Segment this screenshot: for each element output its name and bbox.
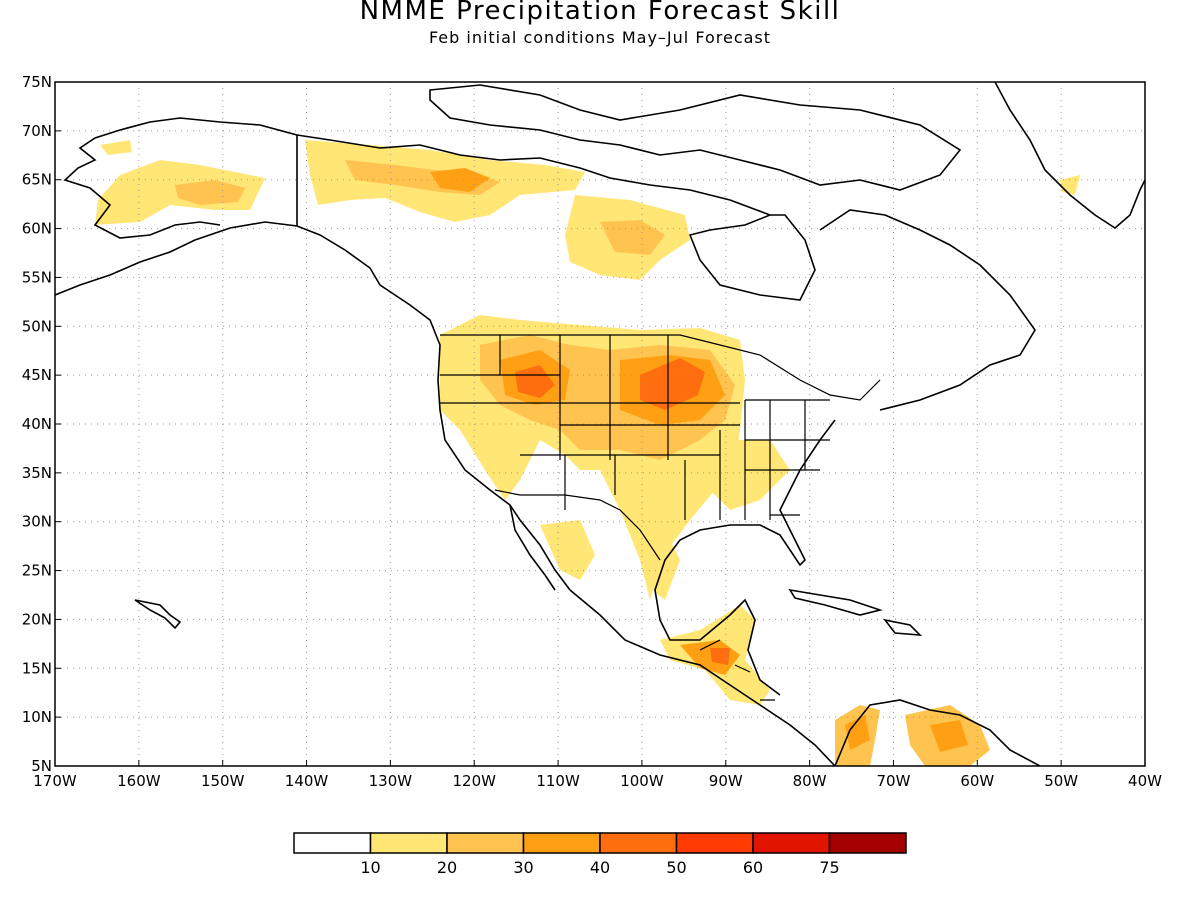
colorbar-swatch	[446, 832, 525, 854]
colorbar-label: 10	[360, 858, 380, 877]
shade-alaska-north	[100, 140, 132, 155]
colorbar-label: 40	[590, 858, 610, 877]
colorbar-swatch	[752, 832, 831, 854]
shade-alaska-core	[175, 180, 245, 205]
lon-tick-label: 170W	[33, 772, 77, 790]
lon-tick-label: 80W	[793, 772, 827, 790]
coast-us-west	[379, 284, 571, 591]
shade-central-america-peak	[710, 648, 730, 665]
lat-tick-label: 35N	[22, 464, 52, 482]
lat-tick-label: 65N	[22, 171, 52, 189]
colorbar: 10 20 30 40 50 60 75	[293, 832, 907, 877]
colorbar-swatch	[369, 832, 448, 854]
colorbar-label: 30	[513, 858, 533, 877]
shade-hudson-core	[600, 220, 665, 255]
skill-shading	[95, 140, 1080, 766]
shade-venezuela-core	[930, 720, 968, 752]
shade-nwt-core	[430, 168, 490, 192]
colorbar-swatch	[599, 832, 678, 854]
map-title: NMME Precipitation Forecast Skill	[359, 0, 841, 26]
lon-tick-label: 90W	[709, 772, 743, 790]
lon-tick-label: 60W	[960, 772, 994, 790]
colorbar-swatch	[828, 832, 907, 854]
coast-hispaniola	[883, 618, 923, 636]
coast-greenland	[994, 82, 1145, 229]
coast-canada-arctic	[296, 134, 771, 216]
lat-tick-label: 50N	[22, 317, 52, 335]
shade-colombia-core	[845, 715, 870, 750]
map-subtitle: Feb initial conditions May–Jul Forecast	[428, 28, 772, 47]
lat-tick-label: 15N	[22, 659, 52, 677]
coast-gulf	[654, 419, 836, 696]
colorbar-label: 75	[819, 858, 839, 877]
shade-dakotas-core	[640, 358, 705, 410]
border-states-h1	[440, 335, 740, 460]
lat-tick-label: 55N	[22, 268, 52, 286]
lon-tick-label: 70W	[877, 772, 911, 790]
shade-southern-plains	[710, 440, 790, 510]
lat-tick-label: 40N	[22, 415, 52, 433]
political-borders	[440, 334, 881, 701]
coast-mexico-pacific	[569, 589, 836, 766]
shade-baja	[540, 520, 595, 580]
lon-tick-label: 130W	[369, 772, 413, 790]
lat-tick-label: 75N	[22, 73, 52, 91]
lat-tick-label: 60N	[22, 220, 52, 238]
coast-hawaii	[134, 599, 182, 630]
coast-arctic-islands	[429, 84, 962, 191]
lat-tick-label: 10N	[22, 708, 52, 726]
latitude-ticks: 5N 10N 15N 20N 25N 30N 35N 40N 45N 50N 55N 60N 65N 70…	[22, 73, 61, 775]
lon-tick-label: 140W	[285, 772, 329, 790]
longitude-ticks: 170W 160W 150W 140W 130W 120W 110W 100W 90W 80W 70…	[33, 760, 1162, 790]
border-us-canada	[440, 334, 881, 401]
lat-tick-label: 45N	[22, 366, 52, 384]
coast-east-canada	[819, 209, 1036, 411]
lon-tick-label: 110W	[536, 772, 580, 790]
colorbar-swatch	[522, 832, 601, 854]
lat-tick-label: 20N	[22, 610, 52, 628]
lat-tick-label: 5N	[31, 757, 52, 775]
shade-greenland	[1060, 175, 1080, 195]
coast-alaska	[55, 117, 381, 296]
lon-tick-label: 50W	[1044, 772, 1078, 790]
coast-hudson-bay	[688, 214, 816, 301]
coast-cuba	[788, 588, 883, 616]
border-us-mexico	[494, 489, 661, 561]
shade-snake-river-core	[515, 365, 555, 398]
colorbar-swatch	[675, 832, 754, 854]
lat-tick-label: 30N	[22, 513, 52, 531]
lat-tick-label: 70N	[22, 122, 52, 140]
coast-baja	[509, 504, 556, 591]
coast-south-america	[834, 699, 1041, 766]
lon-tick-label: 120W	[452, 772, 496, 790]
coastlines	[55, 82, 1145, 766]
colorbar-label: 50	[666, 858, 686, 877]
lon-tick-label: 100W	[620, 772, 664, 790]
colorbar-swatch	[293, 832, 372, 854]
colorbar-label: 60	[743, 858, 763, 877]
border-states-east	[745, 399, 830, 516]
colorbar-label: 20	[437, 858, 457, 877]
lat-tick-label: 25N	[22, 562, 52, 580]
border-central-america	[699, 639, 775, 701]
lon-tick-label: 40W	[1128, 772, 1162, 790]
lon-tick-label: 160W	[117, 772, 161, 790]
border-states-v	[564, 400, 806, 520]
map-gridlines	[55, 82, 1145, 766]
lon-tick-label: 150W	[201, 772, 245, 790]
